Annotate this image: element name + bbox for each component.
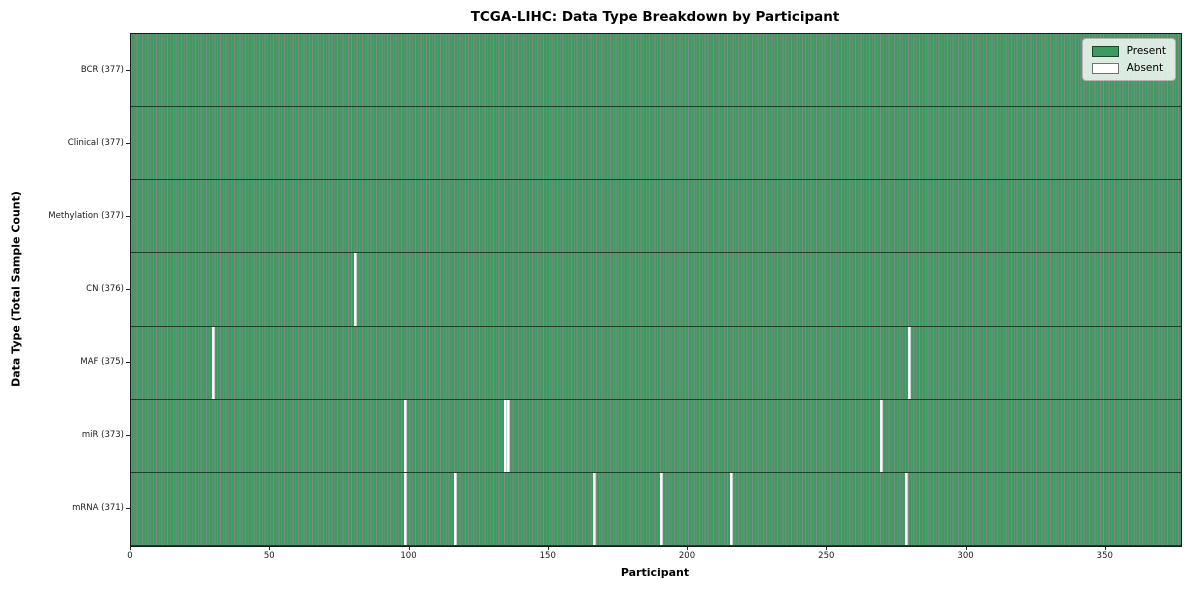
x-tick-label: 300 [957,551,974,561]
heatmap-row-mRNA [131,472,1181,546]
x-tick-mark [1104,546,1106,550]
x-tick-label: 100 [400,551,417,561]
x-axis-title: Participant [620,566,690,579]
plot-area: Present Absent [130,33,1182,547]
y-tick-mark [126,362,130,364]
y-tick-label: mRNA (371) [72,503,124,514]
heatmap-row-BCR [131,34,1181,108]
y-tick-label: CN (376) [86,284,124,294]
legend-entry-absent: Absent [1091,62,1166,74]
y-tick-mark [126,508,130,510]
absent-bar [211,326,215,399]
heatmap-row-CN [131,253,1181,327]
x-tick-mark [547,546,549,550]
heatmap-row-Methylation [131,180,1181,254]
absent-bar [353,253,357,326]
x-tick-mark [965,546,967,550]
y-tick-label: BCR (377) [80,64,124,75]
absent-bar [660,472,663,545]
legend-absent-swatch [1091,62,1119,74]
chart-title: TCGA-LIHC: Data Type Breakdown by Partic… [470,9,840,25]
legend: Present Absent [1081,38,1176,81]
absent-bar [454,472,457,545]
y-tick-mark [126,289,130,290]
absent-bar [908,326,911,399]
x-tick-mark [269,546,271,550]
y-tick-label: MAF (375) [80,357,124,368]
absent-bar [403,472,407,545]
x-tick-label: 250 [818,551,835,561]
x-tick-label: 150 [539,551,556,561]
heatmap-row-miR [131,399,1181,473]
y-tick-label: Clinical (377) [67,137,124,148]
absent-bar [504,399,507,472]
absent-bar [506,399,510,472]
x-tick-label: 50 [263,551,275,561]
y-tick-label: miR (373) [81,430,124,441]
heatmap-row-MAF [131,326,1181,400]
y-tick-mark [126,435,130,437]
absent-bar [593,472,597,545]
y-tick-label: Methylation (377) [48,210,124,221]
heatmap-row-Clinical [131,107,1181,181]
x-tick-mark [130,546,131,550]
absent-bar [403,399,407,472]
absent-bar [905,472,909,545]
x-tick-label: 0 [127,551,133,561]
y-tick-mark [126,69,130,71]
legend-entry-present: Present [1091,45,1166,57]
x-tick-label: 200 [678,551,696,561]
absent-bar [880,399,883,472]
x-tick-mark [687,546,689,550]
legend-present-swatch [1091,45,1119,57]
y-tick-mark [126,142,130,144]
legend-present-label: Present [1126,45,1166,57]
x-tick-mark [826,546,828,550]
x-tick-label: 350 [1096,551,1113,561]
x-tick-mark [408,546,410,550]
legend-absent-label: Absent [1126,62,1164,74]
absent-bar [729,472,733,545]
y-tick-mark [126,215,130,217]
